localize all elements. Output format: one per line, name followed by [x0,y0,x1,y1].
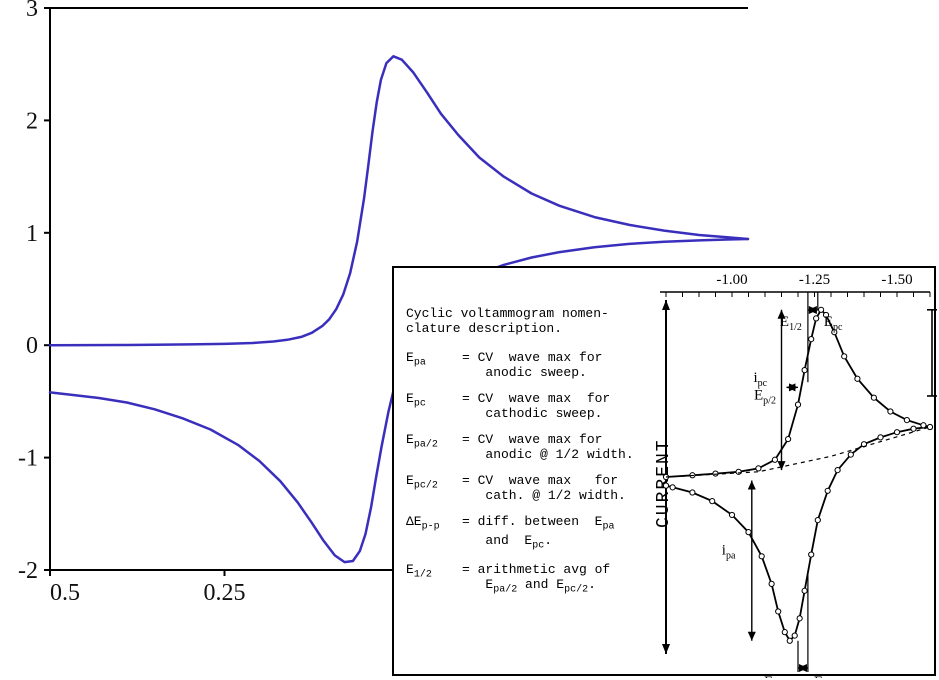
svg-text:2: 2 [26,108,38,134]
svg-text:Epa: Epa [764,674,783,678]
svg-text:-2: -2 [18,558,38,584]
svg-text:-1.25: -1.25 [799,272,830,288]
svg-text:ipc: ipc [754,370,768,389]
svg-text:-1: -1 [18,446,38,472]
svg-text:0.5: 0.5 [50,580,80,606]
svg-text:E1/2: E1/2 [780,314,802,333]
svg-text:-1.50: -1.50 [881,272,912,288]
inset-panel: Cyclic voltammogram nomen-clature descri… [392,266,936,676]
svg-text:ipa: ipa [722,543,736,562]
svg-text:E1/2: E1/2 [814,674,836,678]
svg-text:Ep/2: Ep/2 [754,387,776,406]
svg-text:3: 3 [26,0,38,22]
svg-text:0.25: 0.25 [204,580,246,606]
svg-text:1: 1 [26,221,38,247]
svg-text:0: 0 [26,333,38,359]
inset-diagram: -1.00-1.25-1.50E1/2EpcEp/2ipcipa100 µAEp… [394,268,938,678]
svg-text:-1.00: -1.00 [716,272,747,288]
svg-text:Epc: Epc [824,314,843,333]
